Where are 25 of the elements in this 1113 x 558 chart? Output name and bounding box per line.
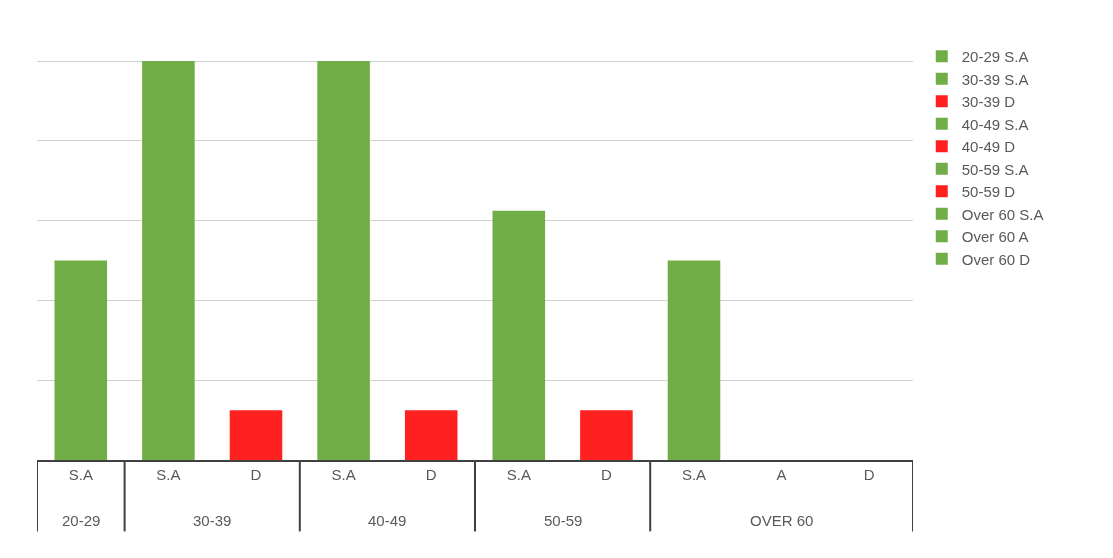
legend-label: 50-59 S.A bbox=[961, 160, 1029, 178]
x-tick-label: D bbox=[250, 466, 262, 483]
x-tick-label: D bbox=[425, 466, 437, 483]
legend-label: Over 60 S.A bbox=[961, 205, 1044, 223]
x-tick-label: S.A bbox=[681, 466, 707, 483]
legend-label: 30-39 D bbox=[961, 93, 1016, 111]
legend-label: 20-29 S.A bbox=[961, 48, 1029, 66]
x-tick-label: S.A bbox=[68, 466, 93, 483]
x-tick-label: D bbox=[600, 466, 612, 483]
x-tick-label: S.A bbox=[331, 466, 356, 483]
x-tick-label: S.A bbox=[156, 466, 181, 483]
text: 20-29 bbox=[62, 512, 101, 529]
x-tick-label: D bbox=[863, 466, 875, 483]
legend-label: 40-49 S.A bbox=[961, 115, 1029, 133]
x-tick-label: S.A bbox=[506, 466, 531, 483]
legend-label: 30-39 S.A bbox=[961, 70, 1029, 88]
legend-label: 40-49 D bbox=[961, 138, 1016, 156]
legend-label: Over 60 A bbox=[961, 228, 1029, 246]
text: 30-39 bbox=[193, 512, 232, 529]
legend-label: Over 60 D bbox=[961, 250, 1031, 268]
text: 50-59 bbox=[544, 512, 583, 529]
legend-label: 50-59 D bbox=[961, 183, 1016, 201]
text: OVER 60 bbox=[750, 512, 814, 529]
text: 40-49 bbox=[368, 512, 407, 529]
x-tick-label: A bbox=[776, 466, 787, 483]
